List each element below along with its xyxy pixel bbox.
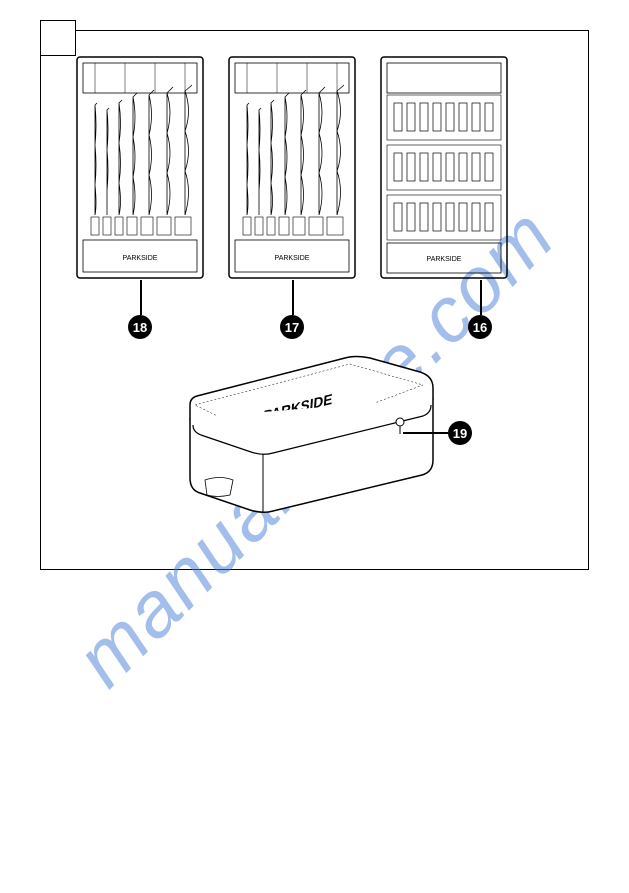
callout-19: 19 — [448, 421, 472, 445]
callout-19-label: 19 — [453, 426, 467, 441]
drill-set-18: PARKSIDE — [75, 55, 205, 280]
svg-text:PARKSIDE: PARKSIDE — [427, 256, 462, 263]
callout-line-19 — [403, 432, 448, 434]
drill-sets-row: PARKSIDE — [75, 55, 509, 280]
callout-16-label: 16 — [473, 320, 487, 335]
callout-line-16 — [480, 280, 482, 315]
case-illustration: PARKSIDE — [175, 350, 455, 530]
carrying-case: PARKSIDE — [175, 350, 455, 530]
page-corner-box — [40, 20, 76, 56]
callout-17-label: 17 — [285, 320, 299, 335]
callout-17: 17 — [280, 315, 304, 339]
svg-text:PARKSIDE: PARKSIDE — [123, 255, 158, 262]
drill-box-18-illustration: PARKSIDE — [75, 55, 205, 280]
callout-18: 18 — [128, 315, 152, 339]
callout-18-label: 18 — [133, 320, 147, 335]
callout-line-18 — [140, 280, 142, 315]
callout-16: 16 — [468, 315, 492, 339]
bit-set-16: PARKSIDE — [379, 55, 509, 280]
callout-line-17 — [292, 280, 294, 315]
bit-box-16-illustration: PARKSIDE — [379, 55, 509, 280]
drill-box-17-illustration: PARKSIDE — [227, 55, 357, 280]
svg-text:PARKSIDE: PARKSIDE — [275, 255, 310, 262]
drill-set-17: PARKSIDE — [227, 55, 357, 280]
